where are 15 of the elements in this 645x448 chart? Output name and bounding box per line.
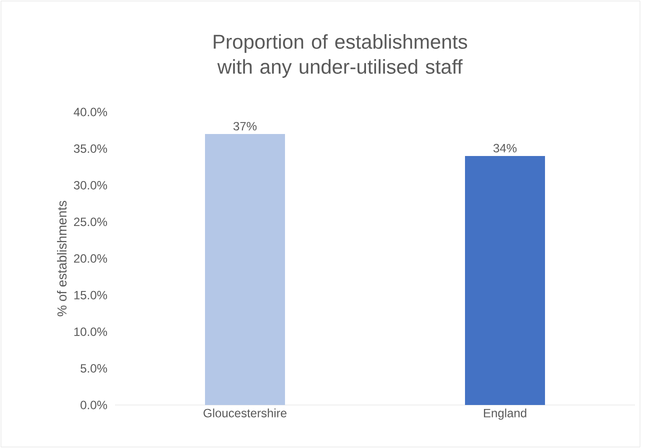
data-label: 34% — [493, 144, 517, 152]
y-tick-label: 10.0% — [74, 328, 108, 336]
x-tick-label: England — [484, 408, 526, 420]
y-tick-label: 30.0% — [74, 181, 108, 190]
y-tick-label: 15.0% — [74, 290, 108, 300]
y-tick-label: 0.0% — [80, 400, 108, 410]
chart-title: Proportion of establishments with any under-utilised staff — [214, 34, 468, 78]
y-tick-label: 20.0% — [74, 254, 108, 263]
y-tick-label: 35.0% — [74, 144, 108, 153]
y-axis-title: % of establishments — [57, 200, 67, 316]
y-tick-label: 25.0% — [74, 218, 108, 226]
y-tick-label: 5.0% — [80, 364, 108, 373]
data-label: 37% — [233, 122, 257, 130]
y-tick-label: 40.0% — [74, 108, 108, 116]
x-tick-label: Gloucestershire — [204, 408, 286, 418]
